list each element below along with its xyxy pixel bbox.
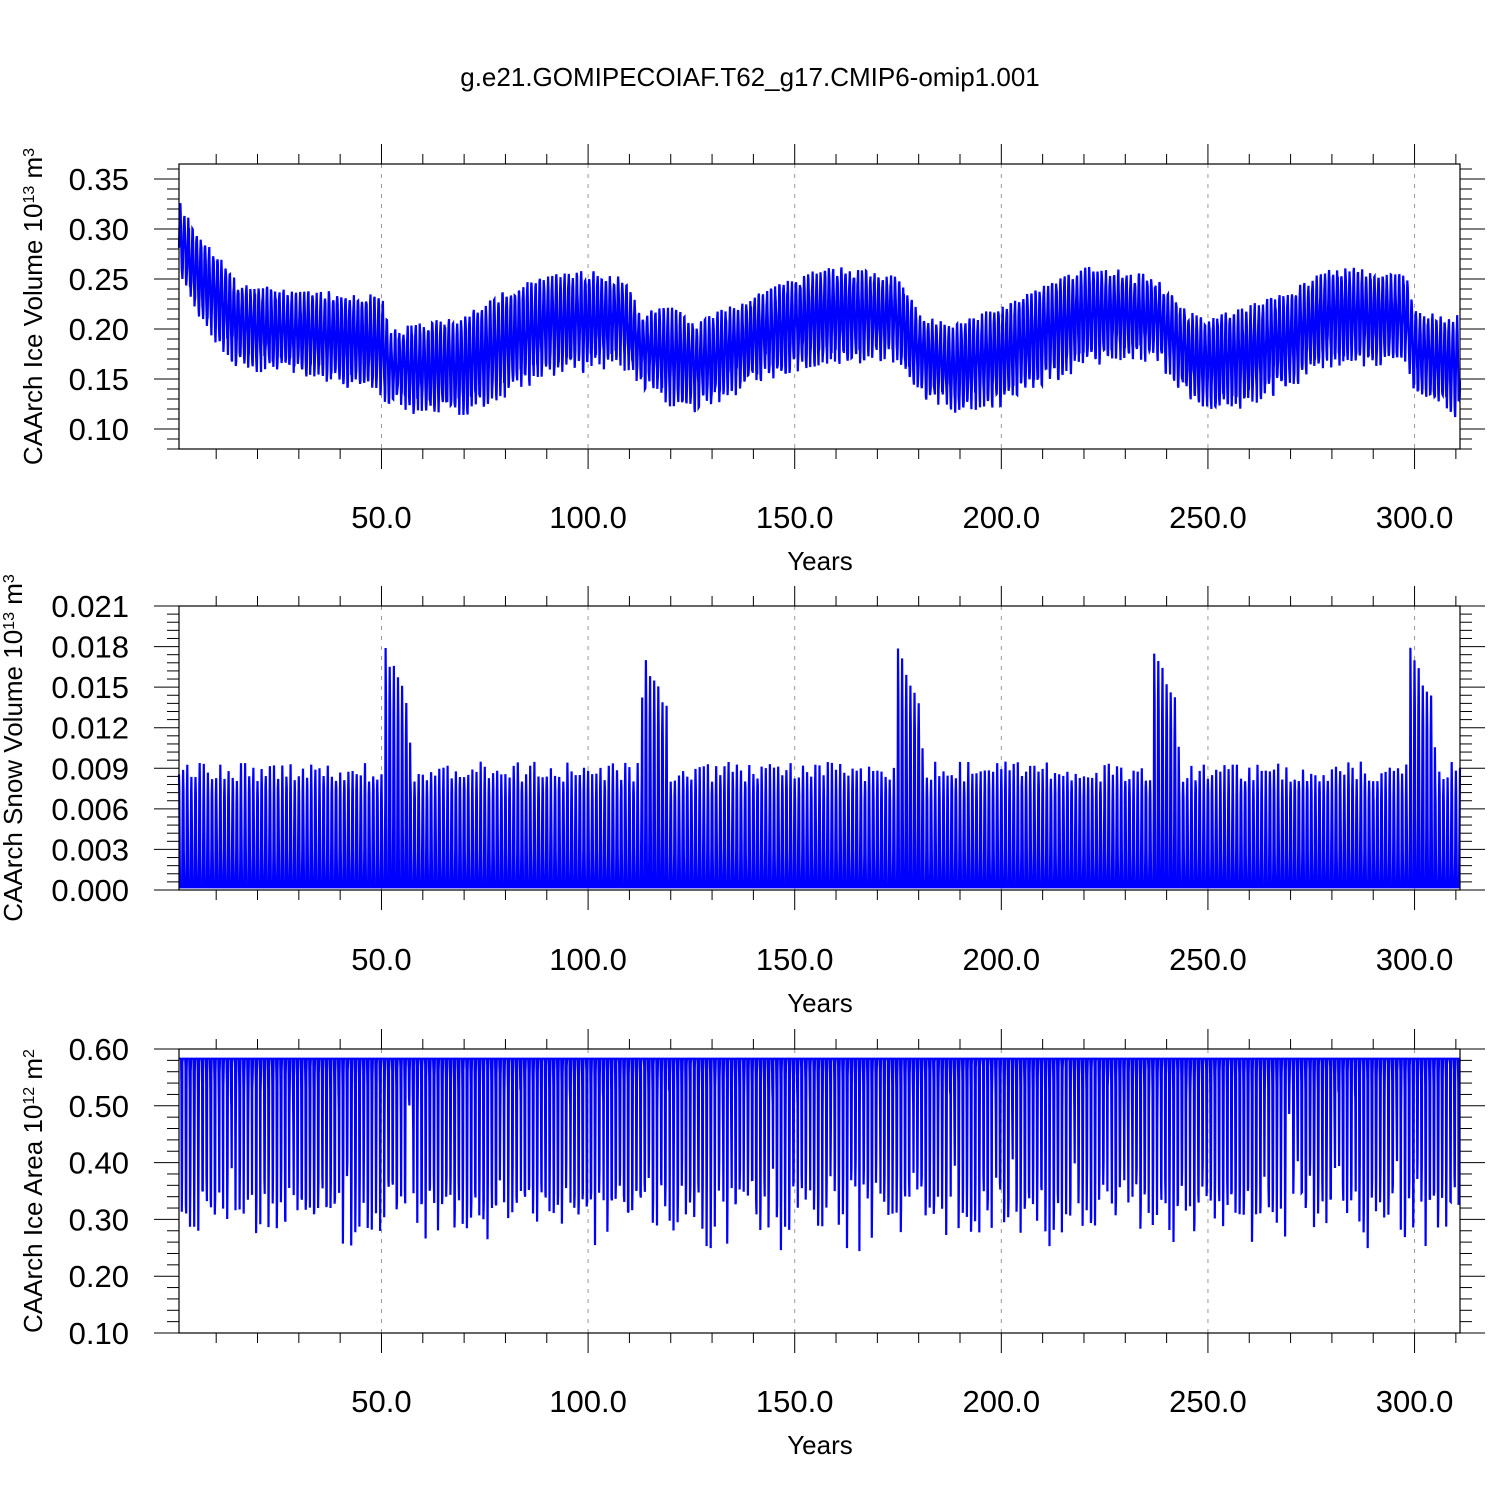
y-tick-label: 0.60 bbox=[69, 1032, 129, 1067]
y-axis-title-exponent: 12 bbox=[21, 1087, 38, 1105]
page-title: g.e21.GOMIPECOIAF.T62_g17.CMIP6-omip1.00… bbox=[460, 62, 1040, 92]
x-tick-label: 50.0 bbox=[351, 500, 411, 535]
x-tick-label: 50.0 bbox=[351, 942, 411, 977]
x-axis-title: Years bbox=[787, 546, 853, 576]
x-tick-label: 150.0 bbox=[756, 942, 834, 977]
x-tick-label: 150.0 bbox=[756, 1384, 834, 1419]
x-axis-title: Years bbox=[787, 1430, 853, 1460]
y-axis-title-exponent: 13 bbox=[1, 612, 18, 630]
y-axis-title-text: CAArch Ice Area 10 bbox=[18, 1105, 48, 1333]
y-tick-label: 0.30 bbox=[69, 1202, 129, 1237]
y-axis-title-unit: m bbox=[18, 157, 48, 186]
y-tick-label: 0.15 bbox=[69, 362, 129, 397]
y-axis-title-unit: m bbox=[18, 1058, 48, 1087]
x-tick-label: 150.0 bbox=[756, 500, 834, 535]
y-tick-label: 0.10 bbox=[69, 412, 129, 447]
x-tick-label: 250.0 bbox=[1169, 942, 1247, 977]
x-axis-title: Years bbox=[787, 988, 853, 1018]
y-tick-label: 0.000 bbox=[51, 873, 129, 908]
x-tick-label: 100.0 bbox=[549, 1384, 627, 1419]
plot-frame bbox=[178, 1048, 1461, 1334]
x-tick-label: 300.0 bbox=[1376, 1384, 1454, 1419]
x-tick-label: 100.0 bbox=[549, 500, 627, 535]
y-tick-label: 0.021 bbox=[51, 589, 129, 624]
y-axis-title-unit-exponent: 3 bbox=[21, 148, 38, 157]
y-axis-title-text: CAArch Snow Volume 10 bbox=[0, 630, 28, 922]
x-tick-label: 200.0 bbox=[963, 1384, 1041, 1419]
y-axis-title-text: CAArch Ice Volume 10 bbox=[18, 204, 48, 466]
y-axis-title: CAArch Snow Volume 1013 m3 bbox=[0, 574, 28, 922]
y-tick-label: 0.003 bbox=[51, 832, 129, 867]
y-tick-label: 0.20 bbox=[69, 1259, 129, 1294]
y-axis-title-exponent: 13 bbox=[21, 186, 38, 204]
snow-volume-panel: 50.0 100.0 150.0 200.0 250.0 300.0 Years 0.000 0… bbox=[0, 574, 1485, 1018]
y-tick-label: 0.012 bbox=[51, 711, 129, 746]
ice_area-series-line bbox=[179, 1057, 1461, 1252]
ice-volume-panel: 50.0 100.0 150.0 200.0 250.0 300.0 Years 0.10 0.… bbox=[18, 144, 1485, 576]
y-tick-label: 0.30 bbox=[69, 212, 129, 247]
x-tick-label: 300.0 bbox=[1376, 500, 1454, 535]
y-tick-label: 0.10 bbox=[69, 1316, 129, 1351]
y-axis-title: CAArch Ice Area 1012 m2 bbox=[18, 1049, 48, 1333]
x-tick-label: 250.0 bbox=[1169, 500, 1247, 535]
snow_volume-series-line bbox=[177, 647, 1462, 889]
y-tick-label: 0.40 bbox=[69, 1146, 129, 1181]
y-axis-title-unit-exponent: 3 bbox=[1, 574, 18, 583]
y-tick-label: 0.20 bbox=[69, 312, 129, 347]
ice_volume-series-line bbox=[177, 203, 1462, 418]
plot-frame bbox=[178, 605, 1461, 891]
y-axis-title-unit-exponent: 2 bbox=[21, 1049, 38, 1058]
y-tick-label: 0.015 bbox=[51, 670, 129, 705]
x-tick-label: 50.0 bbox=[351, 1384, 411, 1419]
x-tick-label: 200.0 bbox=[963, 500, 1041, 535]
y-tick-label: 0.009 bbox=[51, 751, 129, 786]
plot-frame bbox=[178, 163, 1461, 450]
y-tick-label: 0.006 bbox=[51, 792, 129, 827]
x-tick-label: 200.0 bbox=[963, 942, 1041, 977]
y-tick-label: 0.50 bbox=[69, 1089, 129, 1124]
y-axis-title-unit: m bbox=[0, 583, 28, 612]
y-tick-label: 0.35 bbox=[69, 162, 129, 197]
ice-area-panel: 50.0 100.0 150.0 200.0 250.0 300.0 Years 0.10 0.… bbox=[18, 1029, 1485, 1460]
x-tick-label: 250.0 bbox=[1169, 1384, 1247, 1419]
x-tick-label: 100.0 bbox=[549, 942, 627, 977]
y-axis-title: CAArch Ice Volume 1013 m3 bbox=[18, 148, 48, 465]
y-tick-label: 0.018 bbox=[51, 630, 129, 665]
x-tick-label: 300.0 bbox=[1376, 942, 1454, 977]
y-tick-label: 0.25 bbox=[69, 262, 129, 297]
